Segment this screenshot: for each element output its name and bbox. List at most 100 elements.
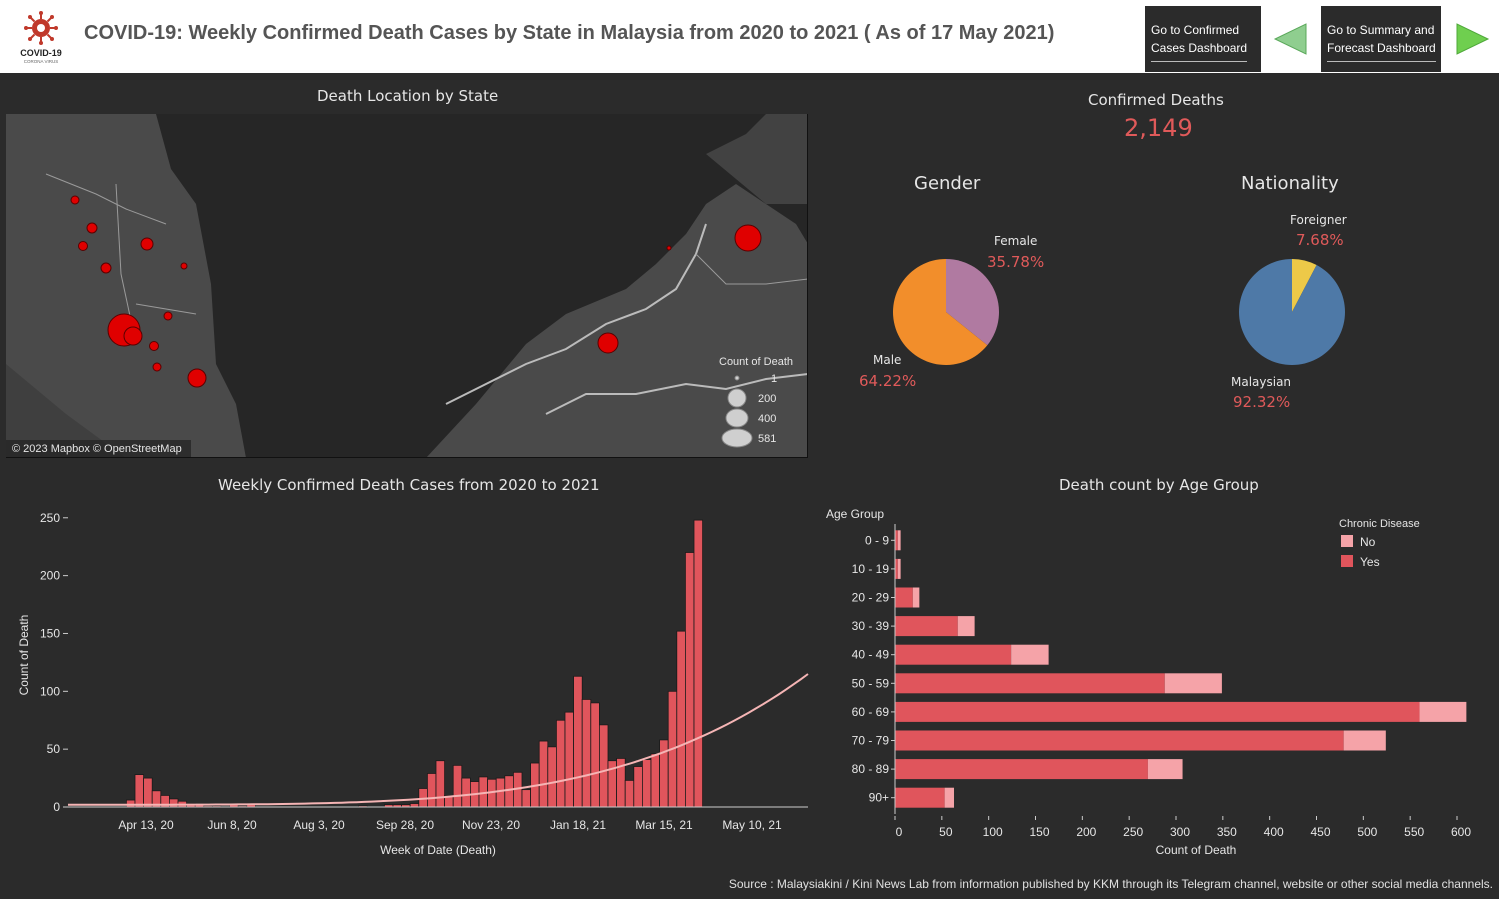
kpi-value: 2,149	[1124, 114, 1193, 142]
weekly-bar[interactable]	[624, 779, 635, 808]
pie-slice-malaysian[interactable]	[1239, 259, 1345, 365]
chronic-legend-title: Chronic Disease	[1339, 518, 1420, 530]
age-bar-no[interactable]	[957, 616, 975, 637]
age-bar-no[interactable]	[944, 787, 955, 808]
weekly-bar[interactable]	[564, 711, 575, 808]
nationality-title: Nationality	[1241, 173, 1339, 194]
nationality-pie-chart[interactable]	[1236, 256, 1348, 368]
weekly-bar[interactable]	[495, 777, 506, 808]
weekly-bar[interactable]	[642, 759, 652, 808]
age-bar-no[interactable]	[1147, 759, 1183, 780]
weekly-bar[interactable]	[538, 740, 549, 808]
weekly-bar[interactable]	[599, 724, 609, 808]
age-x-tick-label: 250	[1123, 825, 1143, 839]
weekly-bar[interactable]	[650, 753, 661, 808]
weekly-death-bar-chart[interactable]: 0 50 100 150 200 250 Apr 13, 20 Jun 8, 20 Aug 3,…	[0, 500, 820, 865]
foreigner-label: Foreigner	[1290, 213, 1347, 227]
pie-slice-foreigner[interactable]	[1292, 259, 1317, 312]
weekly-y-axis-label: Count of Death	[17, 615, 31, 696]
weekly-bar[interactable]	[126, 799, 136, 808]
y-tick-label: 200	[40, 569, 60, 583]
age-bar-no[interactable]	[1419, 701, 1467, 722]
death-location-map[interactable]: © 2023 Mapbox © OpenStreetMap Count of D…	[6, 114, 808, 458]
weekly-bar[interactable]	[435, 760, 446, 808]
y-tick-label: 100	[40, 684, 60, 698]
legend-swatch-yes	[1341, 555, 1353, 567]
x-tick-label: Sep 28, 20	[376, 818, 434, 832]
map-bubble	[140, 237, 154, 251]
age-bar-yes[interactable]	[895, 530, 898, 551]
age-category-label: 0 - 9	[865, 533, 889, 547]
weekly-bar[interactable]	[452, 764, 463, 808]
pie-slice-male[interactable]	[893, 259, 988, 365]
weekly-bar[interactable]	[168, 798, 179, 808]
weekly-bar[interactable]	[573, 675, 583, 808]
nav-confirmed-line1: Go to Confirmed	[1151, 23, 1240, 37]
weekly-bar[interactable]	[581, 699, 592, 808]
weekly-bar[interactable]	[633, 766, 643, 808]
age-bar-yes[interactable]	[895, 673, 1165, 694]
age-x-tick-label: 450	[1310, 825, 1330, 839]
age-bar-no[interactable]	[1343, 730, 1386, 751]
age-category-label: 20 - 29	[852, 591, 890, 605]
weekly-bar[interactable]	[461, 777, 471, 808]
weekly-bar[interactable]	[409, 803, 420, 808]
age-bar-yes[interactable]	[895, 587, 913, 608]
age-bar-no[interactable]	[1011, 644, 1049, 665]
weekly-bar[interactable]	[521, 789, 532, 808]
pie-slice-female[interactable]	[946, 259, 999, 346]
female-pct: 35.78%	[987, 253, 1045, 271]
age-bar-no[interactable]	[897, 530, 901, 551]
weekly-bar[interactable]	[134, 774, 145, 808]
weekly-bar[interactable]	[676, 630, 686, 808]
forward-arrow-icon[interactable]	[1455, 22, 1491, 56]
peninsular-malaysia-land	[6, 114, 246, 458]
map-bubble	[187, 368, 207, 388]
weekly-bar[interactable]	[426, 773, 437, 808]
weekly-bar[interactable]	[693, 519, 704, 808]
weekly-bar[interactable]	[590, 702, 600, 808]
header-bar: COVID-19 CORONA VIRUS COVID-19: Weekly C…	[0, 0, 1499, 73]
x-tick-label: Nov 23, 20	[462, 818, 520, 832]
female-label: Female	[994, 234, 1038, 248]
legend-label-yes: Yes	[1360, 555, 1380, 569]
weekly-bar[interactable]	[547, 746, 557, 808]
back-arrow-icon[interactable]	[1272, 22, 1308, 56]
go-to-summary-forecast-link[interactable]: Go to Summary and Forecast Dashboard	[1327, 21, 1436, 62]
weekly-x-axis-label: Week of Date (Death)	[380, 843, 496, 857]
age-bar-yes[interactable]	[895, 759, 1148, 780]
nav-confirmed-box: Go to Confirmed Cases Dashboard	[1145, 6, 1261, 72]
gender-pie-chart[interactable]	[890, 256, 1002, 368]
map-bubble	[78, 241, 88, 251]
age-bar-yes[interactable]	[895, 787, 945, 808]
age-category-label: 70 - 79	[852, 734, 890, 748]
age-bar-yes[interactable]	[895, 616, 958, 637]
age-bar-no[interactable]	[1164, 673, 1222, 694]
age-bar-yes[interactable]	[895, 644, 1012, 665]
age-title: Death count by Age Group	[1059, 476, 1259, 494]
weekly-bar[interactable]	[556, 719, 566, 808]
age-bar-no[interactable]	[912, 587, 920, 608]
weekly-bar[interactable]	[504, 775, 514, 808]
map-bubble	[123, 326, 143, 346]
age-x-tick-label: 100	[983, 825, 1003, 839]
age-bar-yes[interactable]	[895, 558, 898, 579]
kpi-label: Confirmed Deaths	[1088, 91, 1224, 109]
age-x-axis-label: Count of Death	[1156, 843, 1237, 857]
map-bubbles[interactable]	[70, 195, 762, 388]
age-bar-yes[interactable]	[895, 730, 1344, 751]
age-group-bar-chart[interactable]: Age Group 0 - 9 10 - 19 20 - 29 30 - 39 40 - …	[820, 500, 1496, 865]
y-tick-label: 0	[53, 800, 60, 814]
weekly-bar[interactable]	[685, 552, 695, 808]
y-tick-label: 50	[47, 742, 61, 756]
age-category-label: 80 - 89	[852, 762, 890, 776]
age-x-tick-label: 400	[1264, 825, 1284, 839]
go-to-confirmed-cases-link[interactable]: Go to Confirmed Cases Dashboard	[1151, 21, 1248, 62]
age-bar-yes[interactable]	[895, 701, 1420, 722]
nav-confirmed-line2: Cases Dashboard	[1151, 41, 1248, 55]
nav-summary-line1: Go to Summary and	[1327, 23, 1435, 37]
age-category-label: 60 - 69	[852, 705, 890, 719]
weekly-bar[interactable]	[143, 777, 153, 808]
age-bar-no[interactable]	[897, 558, 901, 579]
map-bubble	[152, 362, 162, 372]
